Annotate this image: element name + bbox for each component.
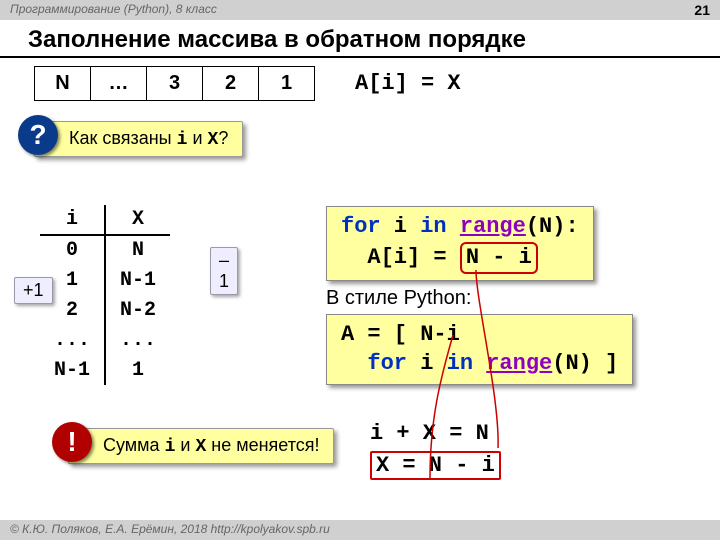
page-title: Заполнение массива в обратном порядке (0, 20, 720, 58)
page-number: 21 (694, 2, 710, 18)
equations: i + X = N X = N - i (370, 418, 501, 482)
sticker-plus1: +1 (14, 277, 53, 304)
array-cell: N (35, 67, 91, 101)
ix-head-x: X (105, 205, 170, 235)
exclaim-callout: ! Сумма i и X не меняется! (68, 428, 334, 464)
code-list-comp: A = [ N-i for i in range(N) ] (326, 314, 633, 385)
array-cell: 3 (147, 67, 203, 101)
eq-sum: i + X = N (370, 418, 501, 450)
header-left: Программирование (Python), 8 класс (10, 2, 217, 18)
array-cell: … (91, 67, 147, 101)
boxed-n-minus-i: N - i (460, 242, 538, 275)
array-cell: 1 (259, 67, 315, 101)
question-text: Как связаны i и X? (34, 121, 243, 157)
array-table: N … 3 2 1 (34, 66, 315, 101)
slide-footer: © К.Ю. Поляков, Е.А. Ерёмин, 2018 http:/… (0, 520, 720, 540)
array-row: N … 3 2 1 A[i] = X (34, 66, 720, 101)
question-callout: ? Как связаны i и X? (34, 121, 243, 157)
array-cell: 2 (203, 67, 259, 101)
slide-header: Программирование (Python), 8 класс 21 (0, 0, 720, 20)
sticker-minus1: –1 (210, 247, 238, 295)
python-style-label: В стиле Python: (326, 287, 471, 310)
formula-aix: A[i] = X (355, 71, 461, 96)
exclaim-text: Сумма i и X не меняется! (68, 428, 334, 464)
exclaim-bubble: ! (52, 422, 92, 462)
ix-head-i: i (40, 205, 105, 235)
question-bubble: ? (18, 115, 58, 155)
eq-xni: X = N - i (370, 451, 501, 480)
ix-table: i X 0N 1N-1 2N-2 ...... N-11 (40, 205, 170, 385)
code-for-loop: for i in range(N): A[i] = N - i (326, 206, 594, 281)
ix-table-wrap: i X 0N 1N-1 2N-2 ...... N-11 +1 –1 (40, 205, 170, 385)
